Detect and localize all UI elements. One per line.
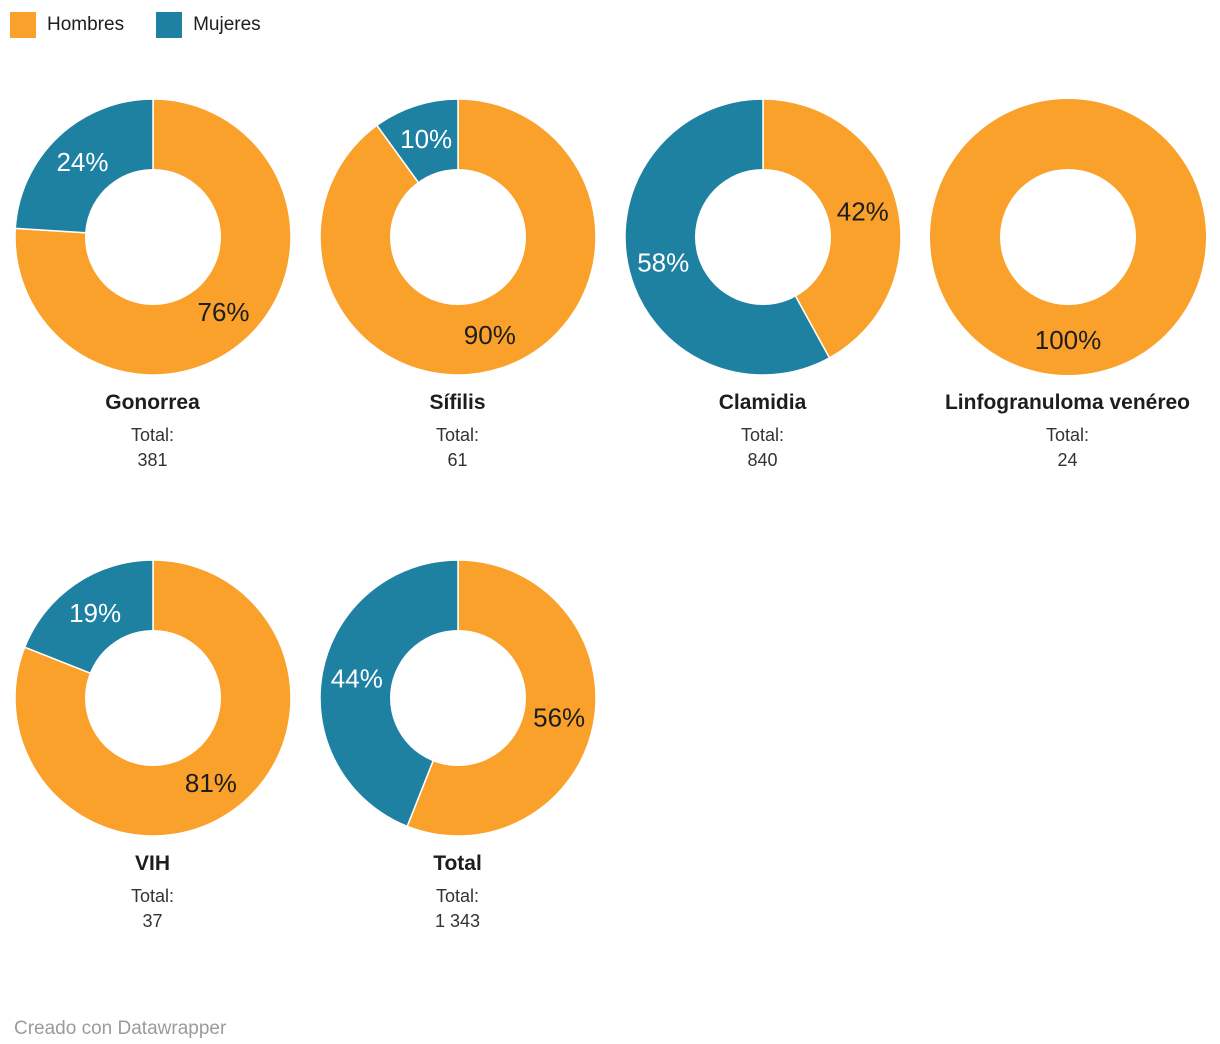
chart-title: VIH <box>134 852 170 875</box>
slice-hombres[interactable] <box>13 98 292 376</box>
slice-percentage-label: 44% <box>330 664 382 694</box>
total-value: 840 <box>747 450 778 470</box>
total-label: Total: <box>435 425 480 445</box>
donut-vih[interactable]: 81% 19% <box>13 558 293 838</box>
slice-percentage-label: 24% <box>56 147 108 177</box>
donut-clamidia[interactable]: 42% 58% <box>623 97 903 377</box>
chart-title: Total <box>433 852 482 875</box>
chart-title: Sífilis <box>429 391 486 414</box>
total-value: 61 <box>447 450 468 470</box>
chart-caption: Sífilis Total: 61 <box>429 390 485 473</box>
datawrapper-attribution-link[interactable]: Creado con Datawrapper <box>14 1018 227 1039</box>
legend-label-mujeres: Mujeres <box>193 14 261 35</box>
slice-percentage-label: 90% <box>463 320 515 350</box>
legend: Hombres Mujeres <box>10 12 1220 38</box>
donut-chart-sifilis: 90% 10% Sífilis Total: 61 <box>305 97 610 558</box>
donut-linfogranuloma[interactable]: 100% <box>928 97 1208 377</box>
donut-hole <box>84 630 221 766</box>
total-value: 381 <box>137 450 168 470</box>
chart-caption: VIH Total: 37 <box>131 851 174 934</box>
legend-item-mujeres[interactable]: Mujeres <box>156 12 261 38</box>
slice-percentage-label: 19% <box>69 598 121 628</box>
chart-caption: Clamidia Total: 840 <box>719 390 807 473</box>
donut-hole <box>389 630 526 766</box>
donut-hole <box>999 169 1136 305</box>
legend-item-hombres[interactable]: Hombres <box>10 12 124 38</box>
donut-hole <box>694 169 831 305</box>
donut-chart-vih: 81% 19% VIH Total: 37 <box>0 558 305 934</box>
slice-percentage-label: 58% <box>637 248 689 278</box>
legend-swatch-mujeres <box>156 12 183 38</box>
donut-gonorrea[interactable]: 76% 24% <box>13 97 293 377</box>
slice-mujeres[interactable] <box>318 559 459 828</box>
slice-percentage-label: 81% <box>184 768 236 798</box>
total-label: Total: <box>130 886 175 906</box>
slice-percentage-label: 56% <box>533 702 585 732</box>
donut-total[interactable]: 56% 44% <box>318 558 598 838</box>
donut-chart-linfogranuloma: 100% Linfogranuloma venéreo Total: 24 <box>915 97 1220 558</box>
chart-page: Hombres Mujeres 76% 24% Gonorrea Total: 3… <box>0 12 1220 1044</box>
chart-caption: Linfogranuloma venéreo Total: 24 <box>945 390 1190 473</box>
legend-swatch-hombres <box>10 12 36 38</box>
slice-percentage-label: 42% <box>836 196 888 226</box>
chart-caption: Total Total: 1 343 <box>433 851 482 934</box>
donut-hole <box>84 169 221 305</box>
slice-percentage-label: 10% <box>400 124 452 154</box>
donut-sifilis[interactable]: 90% 10% <box>318 97 598 377</box>
total-value: 37 <box>142 911 163 931</box>
slice-percentage-label: 100% <box>1034 325 1101 355</box>
donut-chart-clamidia: 42% 58% Clamidia Total: 840 <box>610 97 915 558</box>
slice-percentage-label: 76% <box>197 297 249 327</box>
total-label: Total: <box>740 425 785 445</box>
total-value: 1 343 <box>434 911 481 931</box>
total-value: 24 <box>1057 450 1078 470</box>
chart-title: Clamidia <box>718 391 807 414</box>
donut-chart-gonorrea: 76% 24% Gonorrea Total: 381 <box>0 97 305 558</box>
chart-caption: Gonorrea Total: 381 <box>105 390 200 473</box>
total-label: Total: <box>130 425 175 445</box>
charts-grid: 76% 24% Gonorrea Total: 381 90% 10% Sífili… <box>0 97 1220 934</box>
chart-title: Gonorrea <box>105 391 200 414</box>
donut-chart-total: 56% 44% Total Total: 1 343 <box>305 558 610 934</box>
total-label: Total: <box>1045 425 1089 445</box>
legend-label-hombres: Hombres <box>47 14 125 35</box>
donut-hole <box>389 169 526 305</box>
total-label: Total: <box>435 886 479 906</box>
chart-title: Linfogranuloma venéreo <box>944 391 1191 414</box>
